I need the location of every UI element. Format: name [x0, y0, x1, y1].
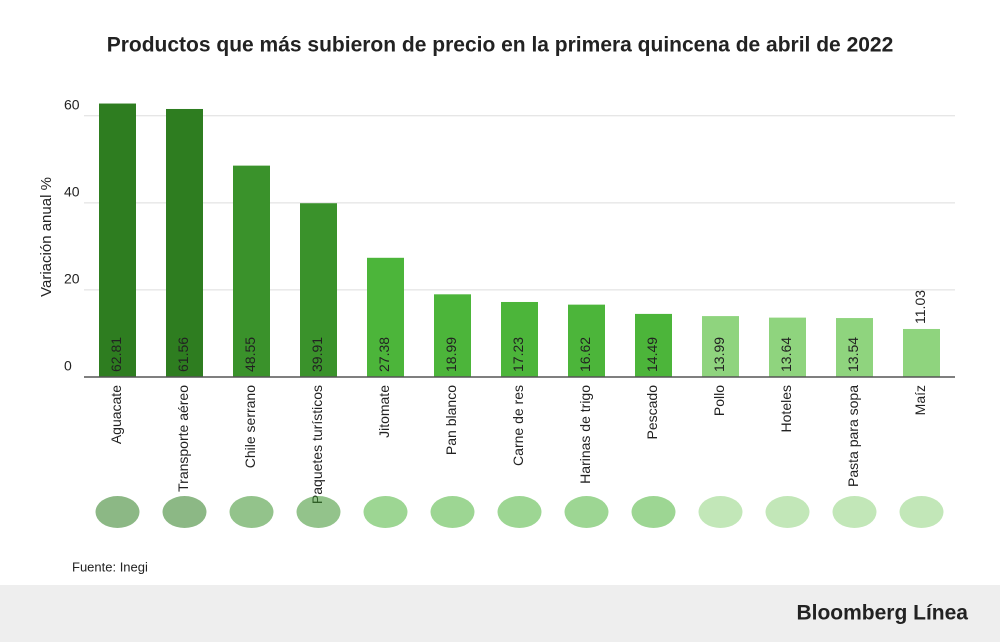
category-icon — [162, 496, 207, 528]
category-icon — [832, 496, 877, 528]
y-tick-label: 40 — [64, 184, 80, 200]
value-label: 18.99 — [443, 337, 459, 372]
source: Fuente: Inegi — [72, 559, 148, 574]
x-tick-label: Chile serrano — [242, 385, 258, 468]
y-axis-label: Variación anual % — [38, 177, 55, 297]
bar — [635, 313, 672, 377]
category-icon — [698, 496, 743, 528]
x-tick-label: Pan blanco — [443, 385, 459, 455]
value-label: 62.81 — [108, 337, 124, 372]
bar — [769, 317, 806, 377]
bar — [903, 328, 940, 377]
value-label: 11.03 — [912, 290, 928, 324]
value-label: 48.55 — [242, 337, 258, 372]
value-label: 13.99 — [711, 337, 727, 372]
bar — [702, 316, 739, 377]
value-label: 14.49 — [644, 337, 660, 372]
x-tick-label: Aguacate — [108, 385, 124, 444]
category-icon — [430, 496, 475, 528]
x-tick-label: Paquetes turísticos — [309, 385, 325, 504]
category-icon — [631, 496, 676, 528]
category-icon — [497, 496, 542, 528]
category-icon — [564, 496, 609, 528]
value-label: 39.91 — [309, 337, 325, 372]
x-tick-label: Transporte aéreo — [175, 385, 191, 492]
x-tick-label: Carne de res — [510, 385, 526, 466]
brand: Bloomberg Línea — [796, 602, 968, 625]
bar — [166, 108, 203, 377]
category-icon — [95, 496, 140, 528]
bar — [99, 103, 136, 378]
category-icon — [899, 496, 944, 528]
x-tick-label: Maíz — [912, 385, 928, 415]
bar — [501, 301, 538, 377]
y-tick-label: 0 — [64, 358, 72, 374]
footer-band — [0, 585, 1000, 642]
value-label: 13.64 — [778, 337, 794, 372]
category-icon — [363, 496, 408, 528]
bar — [568, 304, 605, 377]
value-label: 17.23 — [510, 337, 526, 372]
x-tick-label: Pescado — [644, 385, 660, 440]
bar — [434, 294, 471, 377]
x-tick-label: Pasta para sopa — [845, 385, 861, 487]
x-tick-label: Pollo — [711, 385, 727, 416]
x-tick-label: Jitomate — [376, 385, 392, 438]
value-label: 16.62 — [577, 337, 593, 372]
y-tick-label: 60 — [64, 96, 80, 112]
bar — [836, 318, 873, 377]
category-icon — [229, 496, 274, 528]
category-icon — [296, 496, 341, 528]
value-label: 27.38 — [376, 337, 392, 372]
bar — [367, 257, 404, 377]
x-tick-label: Hoteles — [778, 385, 794, 432]
value-label: 13.54 — [845, 337, 861, 372]
bar — [300, 203, 337, 377]
x-tick-label: Harinas de trigo — [577, 385, 593, 484]
category-icon — [765, 496, 810, 528]
value-label: 61.56 — [175, 337, 191, 372]
chart-title: Productos que más subieron de precio en … — [107, 34, 894, 57]
bar — [233, 165, 270, 377]
y-tick-label: 20 — [64, 271, 80, 287]
